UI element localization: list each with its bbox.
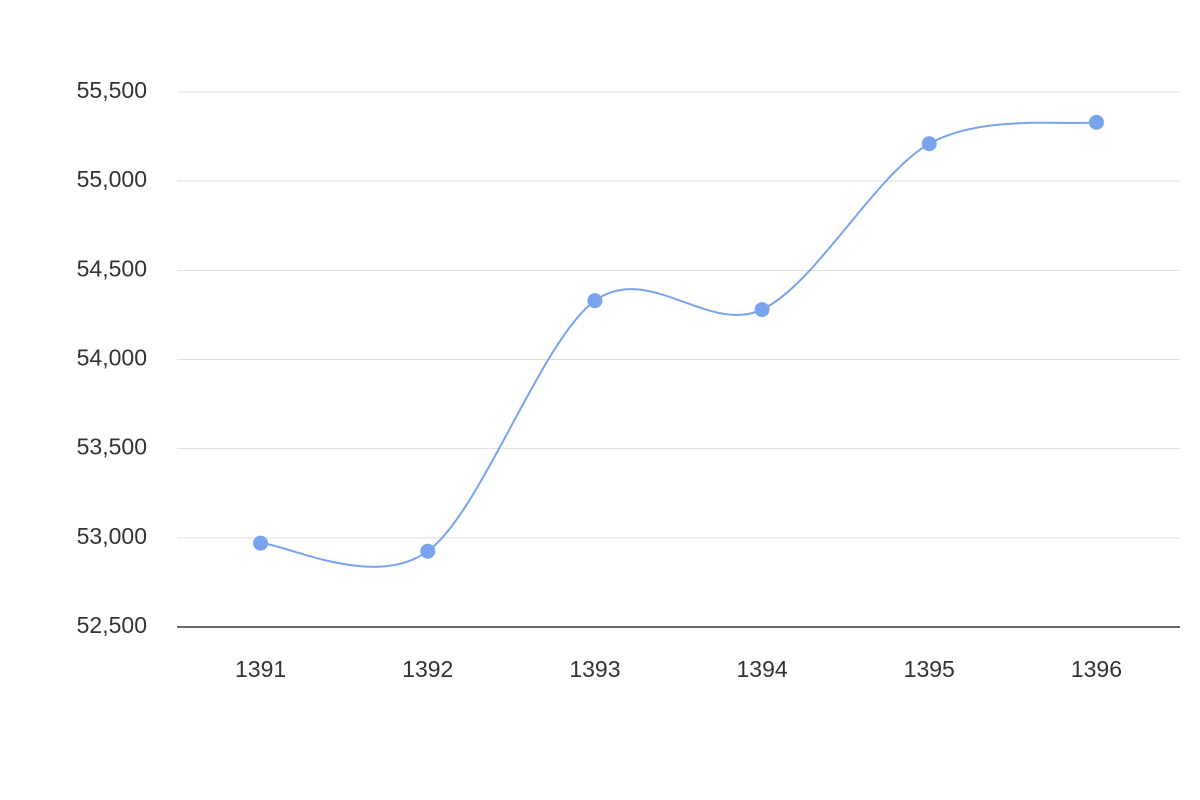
y-tick-label: 55,000 — [77, 166, 147, 192]
x-tick-label: 1394 — [736, 656, 787, 682]
point — [420, 543, 436, 559]
y-tick-label: 54,000 — [77, 345, 147, 371]
x-tick-label: 1396 — [1071, 656, 1122, 682]
x-tick-label: 1395 — [904, 656, 955, 682]
x-tick-label: 1392 — [402, 656, 453, 682]
y-tick-label: 53,500 — [77, 434, 147, 460]
line — [260, 121, 1097, 568]
point — [253, 535, 269, 551]
y-tick-label: 53,000 — [77, 523, 147, 549]
y-tick-label: 54,500 — [77, 255, 147, 281]
point — [1088, 114, 1104, 130]
y-tick-label: 52,500 — [77, 612, 147, 638]
point — [921, 136, 937, 152]
point — [754, 302, 770, 318]
x-tick-label: 1393 — [569, 656, 620, 682]
y-tick-label: 55,500 — [77, 77, 147, 103]
x-tick-label: 1391 — [235, 656, 286, 682]
point — [587, 293, 603, 309]
